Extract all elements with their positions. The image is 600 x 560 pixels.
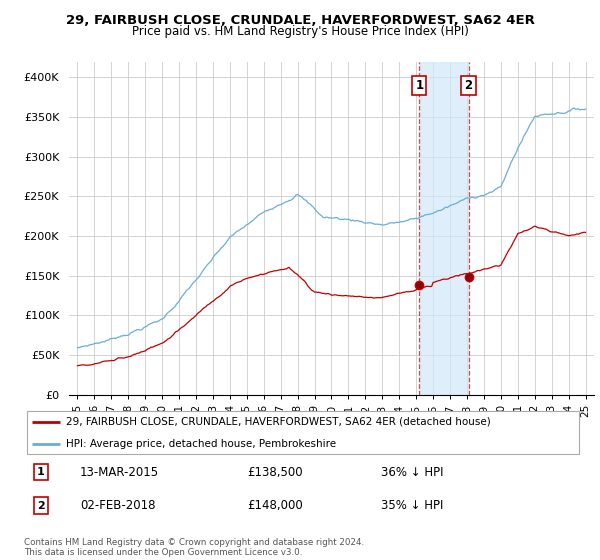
Text: 2: 2 bbox=[464, 79, 473, 92]
Text: £148,000: £148,000 bbox=[247, 499, 303, 512]
Text: 13-MAR-2015: 13-MAR-2015 bbox=[80, 465, 159, 479]
Text: 2: 2 bbox=[37, 501, 44, 511]
FancyBboxPatch shape bbox=[27, 410, 579, 455]
Text: HPI: Average price, detached house, Pembrokeshire: HPI: Average price, detached house, Pemb… bbox=[66, 438, 336, 449]
Text: Contains HM Land Registry data © Crown copyright and database right 2024.
This d: Contains HM Land Registry data © Crown c… bbox=[24, 538, 364, 557]
Text: 35% ↓ HPI: 35% ↓ HPI bbox=[381, 499, 443, 512]
Text: 1: 1 bbox=[37, 467, 44, 477]
Text: Price paid vs. HM Land Registry's House Price Index (HPI): Price paid vs. HM Land Registry's House … bbox=[131, 25, 469, 38]
Text: 29, FAIRBUSH CLOSE, CRUNDALE, HAVERFORDWEST, SA62 4ER (detached house): 29, FAIRBUSH CLOSE, CRUNDALE, HAVERFORDW… bbox=[66, 417, 491, 427]
Text: 1: 1 bbox=[415, 79, 424, 92]
Text: 29, FAIRBUSH CLOSE, CRUNDALE, HAVERFORDWEST, SA62 4ER: 29, FAIRBUSH CLOSE, CRUNDALE, HAVERFORDW… bbox=[65, 14, 535, 27]
Text: 36% ↓ HPI: 36% ↓ HPI bbox=[381, 465, 443, 479]
Text: 02-FEB-2018: 02-FEB-2018 bbox=[80, 499, 155, 512]
Text: £138,500: £138,500 bbox=[247, 465, 303, 479]
